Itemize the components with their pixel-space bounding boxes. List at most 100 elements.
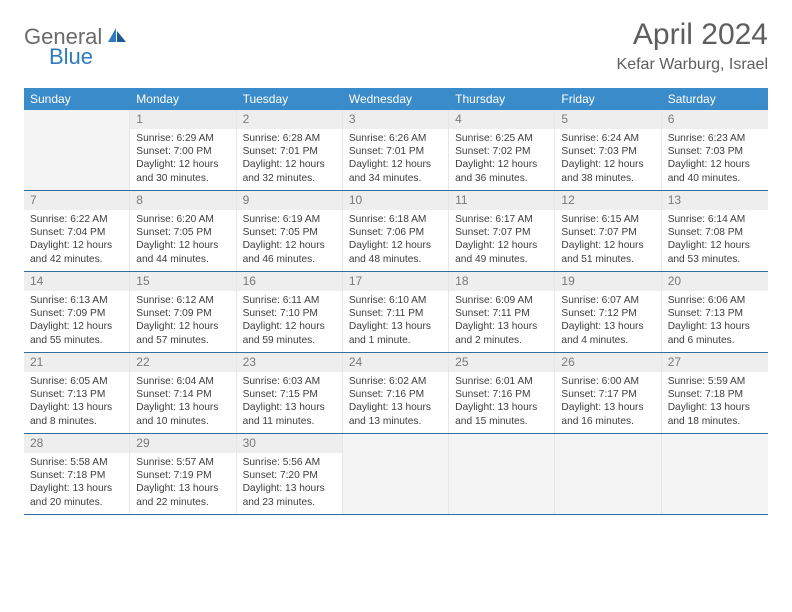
- empty-cell: [662, 434, 768, 514]
- header: General Blue April 2024 Kefar Warburg, I…: [0, 0, 792, 82]
- daylight-line: Daylight: 12 hours and 53 minutes.: [668, 239, 762, 265]
- day-cell: 15Sunrise: 6:12 AMSunset: 7:09 PMDayligh…: [130, 272, 236, 352]
- day-number: 6: [662, 110, 768, 129]
- day-number: 29: [130, 434, 235, 453]
- day-cell: 12Sunrise: 6:15 AMSunset: 7:07 PMDayligh…: [555, 191, 661, 271]
- sunset-line: Sunset: 7:07 PM: [561, 226, 654, 239]
- day-number: 11: [449, 191, 554, 210]
- sunset-line: Sunset: 7:18 PM: [30, 469, 123, 482]
- daylight-line: Daylight: 12 hours and 36 minutes.: [455, 158, 548, 184]
- day-cell: 14Sunrise: 6:13 AMSunset: 7:09 PMDayligh…: [24, 272, 130, 352]
- day-details: Sunrise: 6:29 AMSunset: 7:00 PMDaylight:…: [130, 129, 235, 188]
- day-details: Sunrise: 6:15 AMSunset: 7:07 PMDaylight:…: [555, 210, 660, 269]
- daylight-line: Daylight: 12 hours and 51 minutes.: [561, 239, 654, 265]
- sunrise-line: Sunrise: 6:03 AM: [243, 375, 336, 388]
- daylight-line: Daylight: 12 hours and 44 minutes.: [136, 239, 229, 265]
- daylight-line: Daylight: 12 hours and 46 minutes.: [243, 239, 336, 265]
- sunset-line: Sunset: 7:13 PM: [30, 388, 123, 401]
- day-number: 2: [237, 110, 342, 129]
- day-details: Sunrise: 5:56 AMSunset: 7:20 PMDaylight:…: [237, 453, 342, 512]
- day-number: 28: [24, 434, 129, 453]
- day-cell: 28Sunrise: 5:58 AMSunset: 7:18 PMDayligh…: [24, 434, 130, 514]
- daylight-line: Daylight: 13 hours and 16 minutes.: [561, 401, 654, 427]
- sunset-line: Sunset: 7:18 PM: [668, 388, 762, 401]
- empty-cell: [449, 434, 555, 514]
- sunset-line: Sunset: 7:16 PM: [455, 388, 548, 401]
- page-title: April 2024: [617, 18, 768, 52]
- sunset-line: Sunset: 7:04 PM: [30, 226, 123, 239]
- day-cell: 22Sunrise: 6:04 AMSunset: 7:14 PMDayligh…: [130, 353, 236, 433]
- sunrise-line: Sunrise: 6:22 AM: [30, 213, 123, 226]
- daylight-line: Daylight: 13 hours and 11 minutes.: [243, 401, 336, 427]
- sunset-line: Sunset: 7:19 PM: [136, 469, 229, 482]
- daylight-line: Daylight: 12 hours and 40 minutes.: [668, 158, 762, 184]
- logo: General Blue: [24, 24, 130, 50]
- day-details: Sunrise: 5:57 AMSunset: 7:19 PMDaylight:…: [130, 453, 235, 512]
- sunrise-line: Sunrise: 6:00 AM: [561, 375, 654, 388]
- day-number: 8: [130, 191, 235, 210]
- dow-header: Sunday: [24, 88, 130, 110]
- sunrise-line: Sunrise: 6:24 AM: [561, 132, 654, 145]
- daylight-line: Daylight: 13 hours and 4 minutes.: [561, 320, 654, 346]
- daylight-line: Daylight: 12 hours and 38 minutes.: [561, 158, 654, 184]
- sunset-line: Sunset: 7:11 PM: [349, 307, 442, 320]
- day-cell: 6 Sunrise: 6:23 AMSunset: 7:03 PMDaylight…: [662, 110, 768, 190]
- sunrise-line: Sunrise: 6:07 AM: [561, 294, 654, 307]
- day-details: Sunrise: 6:09 AMSunset: 7:11 PMDaylight:…: [449, 291, 554, 350]
- day-cell: 13Sunrise: 6:14 AMSunset: 7:08 PMDayligh…: [662, 191, 768, 271]
- day-cell: 20Sunrise: 6:06 AMSunset: 7:13 PMDayligh…: [662, 272, 768, 352]
- day-cell: 29Sunrise: 5:57 AMSunset: 7:19 PMDayligh…: [130, 434, 236, 514]
- week-row: 1Sunrise: 6:29 AMSunset: 7:00 PMDaylight…: [24, 110, 768, 191]
- day-number: 20: [662, 272, 768, 291]
- day-number: 5: [555, 110, 660, 129]
- day-details: Sunrise: 6:14 AMSunset: 7:08 PMDaylight:…: [662, 210, 768, 269]
- day-cell: 24Sunrise: 6:02 AMSunset: 7:16 PMDayligh…: [343, 353, 449, 433]
- day-cell: 9Sunrise: 6:19 AMSunset: 7:05 PMDaylight…: [237, 191, 343, 271]
- day-details: Sunrise: 5:58 AMSunset: 7:18 PMDaylight:…: [24, 453, 129, 512]
- sunset-line: Sunset: 7:09 PM: [136, 307, 229, 320]
- day-details: Sunrise: 5:59 AMSunset: 7:18 PMDaylight:…: [662, 372, 768, 431]
- daylight-line: Daylight: 12 hours and 55 minutes.: [30, 320, 123, 346]
- day-cell: 21Sunrise: 6:05 AMSunset: 7:13 PMDayligh…: [24, 353, 130, 433]
- sunrise-line: Sunrise: 6:05 AM: [30, 375, 123, 388]
- dow-header: Wednesday: [343, 88, 449, 110]
- sunset-line: Sunset: 7:06 PM: [349, 226, 442, 239]
- sunset-line: Sunset: 7:03 PM: [668, 145, 762, 158]
- sunrise-line: Sunrise: 5:59 AM: [668, 375, 762, 388]
- daylight-line: Daylight: 13 hours and 15 minutes.: [455, 401, 548, 427]
- day-number: 23: [237, 353, 342, 372]
- day-details: Sunrise: 6:26 AMSunset: 7:01 PMDaylight:…: [343, 129, 448, 188]
- day-number: 25: [449, 353, 554, 372]
- sunrise-line: Sunrise: 6:26 AM: [349, 132, 442, 145]
- sunrise-line: Sunrise: 5:56 AM: [243, 456, 336, 469]
- sunset-line: Sunset: 7:13 PM: [668, 307, 762, 320]
- sunrise-line: Sunrise: 6:23 AM: [668, 132, 762, 145]
- daylight-line: Daylight: 13 hours and 1 minute.: [349, 320, 442, 346]
- day-details: Sunrise: 6:22 AMSunset: 7:04 PMDaylight:…: [24, 210, 129, 269]
- dow-header: Friday: [555, 88, 661, 110]
- day-cell: 27Sunrise: 5:59 AMSunset: 7:18 PMDayligh…: [662, 353, 768, 433]
- day-number: 12: [555, 191, 660, 210]
- day-cell: 1Sunrise: 6:29 AMSunset: 7:00 PMDaylight…: [130, 110, 236, 190]
- daylight-line: Daylight: 12 hours and 49 minutes.: [455, 239, 548, 265]
- daylight-line: Daylight: 12 hours and 32 minutes.: [243, 158, 336, 184]
- sunrise-line: Sunrise: 6:14 AM: [668, 213, 762, 226]
- day-number: 27: [662, 353, 768, 372]
- day-number: 21: [24, 353, 129, 372]
- day-cell: 4Sunrise: 6:25 AMSunset: 7:02 PMDaylight…: [449, 110, 555, 190]
- daylight-line: Daylight: 13 hours and 10 minutes.: [136, 401, 229, 427]
- day-details: Sunrise: 6:04 AMSunset: 7:14 PMDaylight:…: [130, 372, 235, 431]
- day-cell: 8Sunrise: 6:20 AMSunset: 7:05 PMDaylight…: [130, 191, 236, 271]
- sunset-line: Sunset: 7:17 PM: [561, 388, 654, 401]
- empty-cell: [24, 110, 130, 190]
- sunrise-line: Sunrise: 6:11 AM: [243, 294, 336, 307]
- day-cell: 17Sunrise: 6:10 AMSunset: 7:11 PMDayligh…: [343, 272, 449, 352]
- day-cell: 19Sunrise: 6:07 AMSunset: 7:12 PMDayligh…: [555, 272, 661, 352]
- day-details: Sunrise: 6:06 AMSunset: 7:13 PMDaylight:…: [662, 291, 768, 350]
- week-row: 14Sunrise: 6:13 AMSunset: 7:09 PMDayligh…: [24, 272, 768, 353]
- day-details: Sunrise: 6:00 AMSunset: 7:17 PMDaylight:…: [555, 372, 660, 431]
- day-details: Sunrise: 6:02 AMSunset: 7:16 PMDaylight:…: [343, 372, 448, 431]
- day-number: 30: [237, 434, 342, 453]
- day-number: 16: [237, 272, 342, 291]
- daylight-line: Daylight: 13 hours and 6 minutes.: [668, 320, 762, 346]
